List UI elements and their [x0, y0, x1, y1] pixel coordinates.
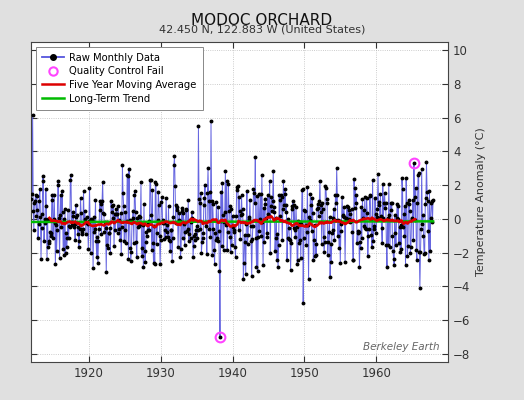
Text: 42.450 N, 122.883 W (United States): 42.450 N, 122.883 W (United States)	[159, 25, 365, 35]
Text: Berkeley Earth: Berkeley Earth	[363, 342, 440, 352]
Text: MODOC ORCHARD: MODOC ORCHARD	[191, 13, 333, 28]
Y-axis label: Temperature Anomaly (°C): Temperature Anomaly (°C)	[476, 128, 486, 276]
Legend: Raw Monthly Data, Quality Control Fail, Five Year Moving Average, Long-Term Tren: Raw Monthly Data, Quality Control Fail, …	[37, 47, 203, 110]
